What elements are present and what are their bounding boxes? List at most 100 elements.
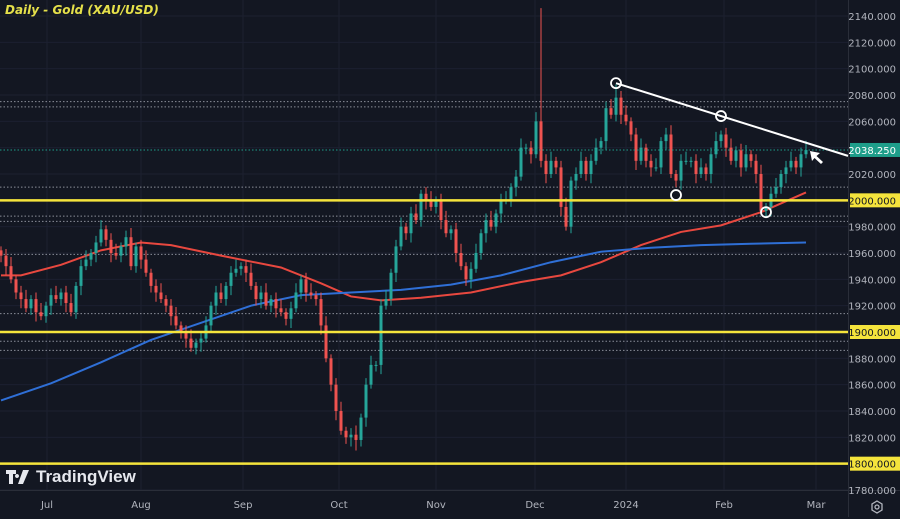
candle-body — [444, 220, 448, 234]
candle-body — [174, 316, 178, 326]
candle-body — [714, 141, 718, 155]
candle — [674, 170, 678, 188]
candle-body — [354, 434, 358, 440]
candle-body — [764, 206, 768, 211]
candle — [359, 413, 363, 447]
time-axis-label: Jul — [40, 500, 53, 511]
candle — [249, 263, 253, 290]
candle — [664, 127, 668, 151]
candle-body — [249, 272, 253, 286]
candle-body — [514, 176, 518, 188]
candle-body — [469, 268, 473, 280]
candle — [439, 193, 443, 230]
candle — [264, 283, 268, 310]
candle-body — [724, 134, 728, 148]
candle — [694, 154, 698, 184]
candle — [4, 249, 8, 276]
moving-average-slow — [0, 241, 807, 402]
time-axis-label: Oct — [330, 500, 347, 511]
gear-icon[interactable] — [869, 500, 885, 516]
arrow-shape — [810, 151, 823, 164]
candle-body — [254, 285, 258, 300]
candle — [574, 167, 578, 190]
candle — [424, 187, 428, 210]
candle-body — [144, 259, 148, 273]
candle-body — [499, 200, 503, 214]
candle-body — [669, 134, 673, 174]
candle-body — [209, 305, 213, 326]
candle-body — [494, 213, 498, 227]
marked-point-circle — [715, 110, 727, 122]
candle-body — [104, 229, 108, 240]
candle-body — [359, 417, 363, 440]
price-axis-label: 1840.000 — [848, 407, 896, 418]
candle — [49, 288, 53, 315]
candle — [494, 209, 498, 234]
candle — [759, 164, 763, 215]
candle-body — [659, 141, 663, 168]
candle — [344, 426, 348, 444]
candle — [154, 279, 158, 302]
candle — [159, 283, 163, 304]
candle — [384, 289, 388, 310]
price-axis-label: 2120.000 — [848, 38, 896, 49]
candle — [604, 101, 608, 151]
candle-body — [69, 303, 73, 313]
tradingview-logo-text: TradingView — [36, 467, 136, 486]
candle-body — [264, 292, 268, 306]
candle-body — [629, 121, 633, 135]
chart-title: Daily - Gold (XAU/USD) — [5, 3, 159, 17]
candle-body — [349, 434, 353, 438]
candle — [564, 197, 568, 231]
candle-body — [334, 384, 338, 411]
candle-body — [314, 295, 318, 300]
candle — [739, 143, 743, 177]
time-axis-label: Nov — [426, 500, 446, 511]
candle-body — [419, 193, 423, 221]
candle-body — [289, 308, 293, 319]
candle-body — [4, 255, 8, 267]
candle — [289, 301, 293, 329]
candle-body — [94, 242, 98, 253]
candle-body — [544, 160, 548, 174]
candle-body — [404, 226, 408, 234]
candle-body — [704, 167, 708, 174]
level-price-tag — [850, 456, 900, 471]
candle — [69, 293, 73, 317]
candle-body — [464, 266, 468, 280]
candle — [219, 283, 223, 304]
price-axis-label: 2060.000 — [848, 117, 896, 128]
candle-body — [424, 193, 428, 201]
candle-body — [694, 160, 698, 174]
candle-body — [439, 200, 443, 221]
candle — [659, 137, 663, 174]
candle-body — [149, 272, 153, 286]
candle-body — [164, 299, 168, 306]
candle — [689, 156, 693, 168]
candle-body — [234, 268, 238, 273]
candle — [294, 283, 298, 313]
candle-body — [319, 299, 323, 326]
candle — [259, 285, 263, 309]
candle-body — [239, 266, 243, 269]
time-axis-label: Mar — [807, 500, 827, 511]
candle-body — [689, 160, 693, 162]
candle — [369, 355, 373, 389]
candle-body — [804, 149, 808, 155]
candle-body — [59, 292, 63, 300]
candle-body — [434, 200, 438, 207]
candle-body — [649, 160, 653, 168]
candle — [94, 235, 98, 263]
price-axis-label: 1780.000 — [848, 486, 896, 497]
candle — [529, 141, 533, 164]
candle — [309, 283, 313, 300]
candle-body — [79, 266, 83, 286]
candle — [744, 145, 748, 172]
candle-body — [344, 430, 348, 438]
candle — [784, 160, 788, 184]
candle — [399, 217, 403, 251]
candle — [24, 289, 28, 313]
candle — [479, 229, 483, 260]
candle — [594, 138, 598, 165]
